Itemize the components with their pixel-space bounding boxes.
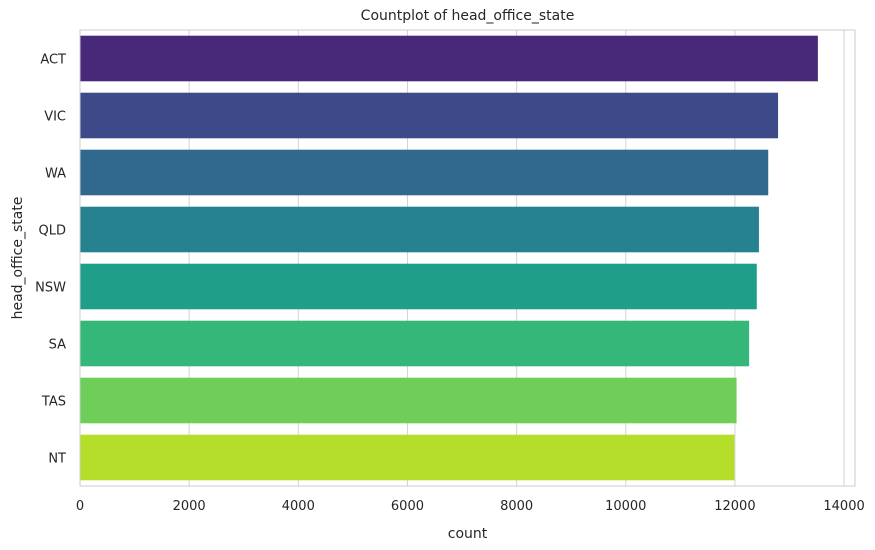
y-tick-label-wa: WA: [45, 167, 66, 182]
y-tick-label-vic: VIC: [44, 110, 66, 125]
bar-wa: [80, 149, 769, 196]
bar-tas: [80, 377, 737, 424]
x-tick-label-0: 0: [76, 499, 84, 514]
y-tick-label-qld: QLD: [39, 224, 67, 239]
plot-frame: [79, 29, 856, 487]
x-tick-label-1: 2000: [173, 499, 206, 514]
y-tick-label-act: ACT: [40, 53, 66, 68]
plot-area: 0 2000 4000 6000 8000 10000 12000 14000 ACT VIC WA…: [35, 29, 865, 514]
x-tick-label-7: 14000: [823, 499, 864, 514]
x-tick-label-3: 6000: [391, 499, 424, 514]
x-tick-label-5: 10000: [605, 499, 646, 514]
bar-nt: [80, 434, 735, 481]
bar-vic: [80, 92, 779, 139]
y-tick-label-nt: NT: [48, 452, 66, 467]
y-tick-label-tas: TAS: [41, 395, 66, 410]
x-tick-label-6: 12000: [714, 499, 755, 514]
bar-sa: [80, 320, 750, 367]
bar-act: [80, 35, 818, 82]
chart-title: Countplot of head_office_state: [361, 8, 575, 24]
y-tick-label-sa: SA: [49, 338, 66, 353]
x-tick-label-2: 4000: [282, 499, 315, 514]
y-axis-label: head_office_state: [10, 197, 26, 320]
bar-nsw: [80, 263, 757, 310]
x-axis-label: count: [448, 526, 488, 542]
y-tick-label-nsw: NSW: [35, 281, 66, 296]
x-tick-label-4: 8000: [500, 499, 533, 514]
bar-qld: [80, 206, 759, 253]
